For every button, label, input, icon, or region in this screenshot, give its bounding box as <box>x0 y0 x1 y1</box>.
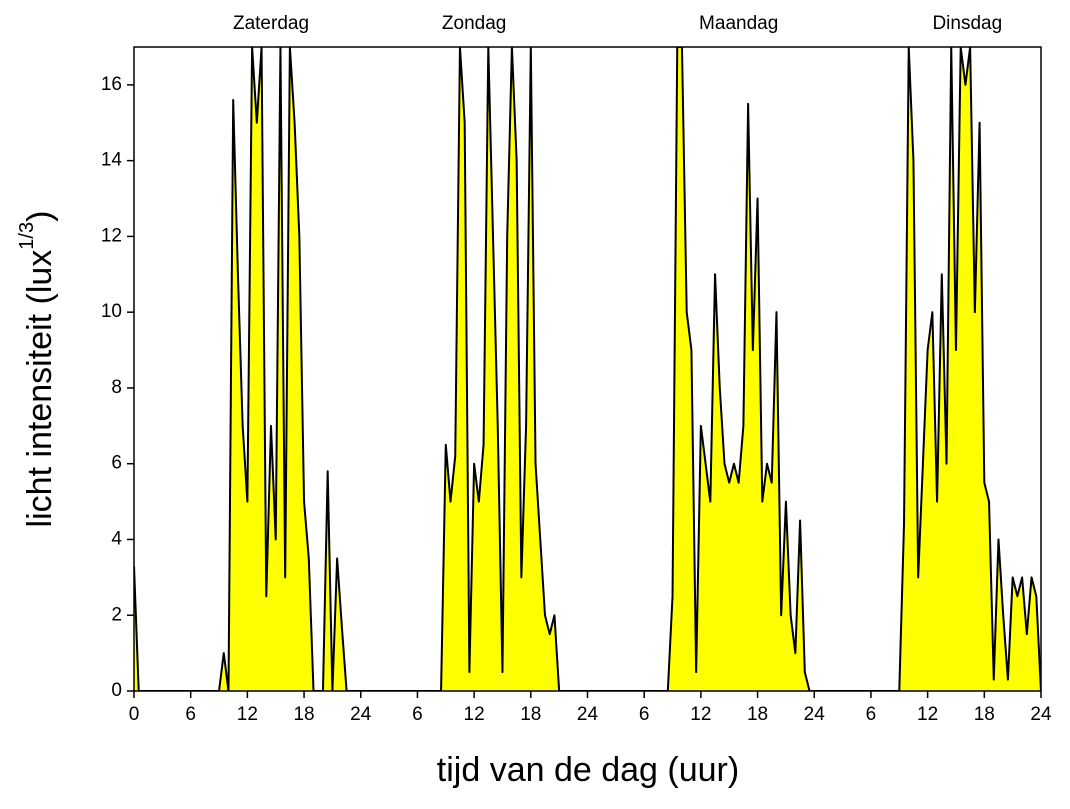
y-tick-label: 8 <box>111 377 122 398</box>
y-tick-label: 10 <box>101 301 122 322</box>
y-tick-label: 16 <box>101 74 122 95</box>
x-tick-label: 12 <box>464 704 485 725</box>
x-tick-label: 6 <box>639 704 650 725</box>
y-tick-label: 0 <box>111 680 122 701</box>
y-tick-label: 14 <box>101 150 123 171</box>
area <box>134 47 1041 691</box>
y-label-sup: 1/3 <box>16 222 38 250</box>
x-tick-label: 18 <box>293 704 314 725</box>
y-tick-label: 4 <box>111 528 122 549</box>
x-tick-label: 0 <box>129 704 140 725</box>
y-axis-label: licht intensiteit (lux1/3) <box>16 211 59 528</box>
x-axis-label: tijd van de dag (uur) <box>437 751 739 789</box>
day-label: Maandag <box>699 13 778 34</box>
day-label: Zaterdag <box>233 13 309 34</box>
x-tick-label: 12 <box>690 704 711 725</box>
x-tick-label: 18 <box>974 704 995 725</box>
day-label: Zondag <box>442 13 506 34</box>
x-tick-label: 24 <box>577 704 599 725</box>
x-tick-label: 12 <box>917 704 938 725</box>
x-tick-label: 18 <box>747 704 768 725</box>
day-label: Dinsdag <box>932 13 1002 34</box>
x-tick-label: 24 <box>350 704 372 725</box>
x-tick-label: 12 <box>237 704 258 725</box>
x-tick-label: 24 <box>804 704 826 725</box>
x-tick-label: 18 <box>520 704 541 725</box>
x-tick-label: 24 <box>1030 704 1052 725</box>
y-label-end: ) <box>21 211 59 222</box>
x-tick-label: 6 <box>412 704 423 725</box>
y-tick-label: 6 <box>111 453 122 474</box>
line <box>134 47 1041 691</box>
x-tick-label: 6 <box>866 704 877 725</box>
y-tick-label: 2 <box>111 604 122 625</box>
y-tick-label: 12 <box>101 225 122 246</box>
x-tick-label: 6 <box>185 704 196 725</box>
y-label-text: licht intensiteit (lux <box>21 250 59 528</box>
